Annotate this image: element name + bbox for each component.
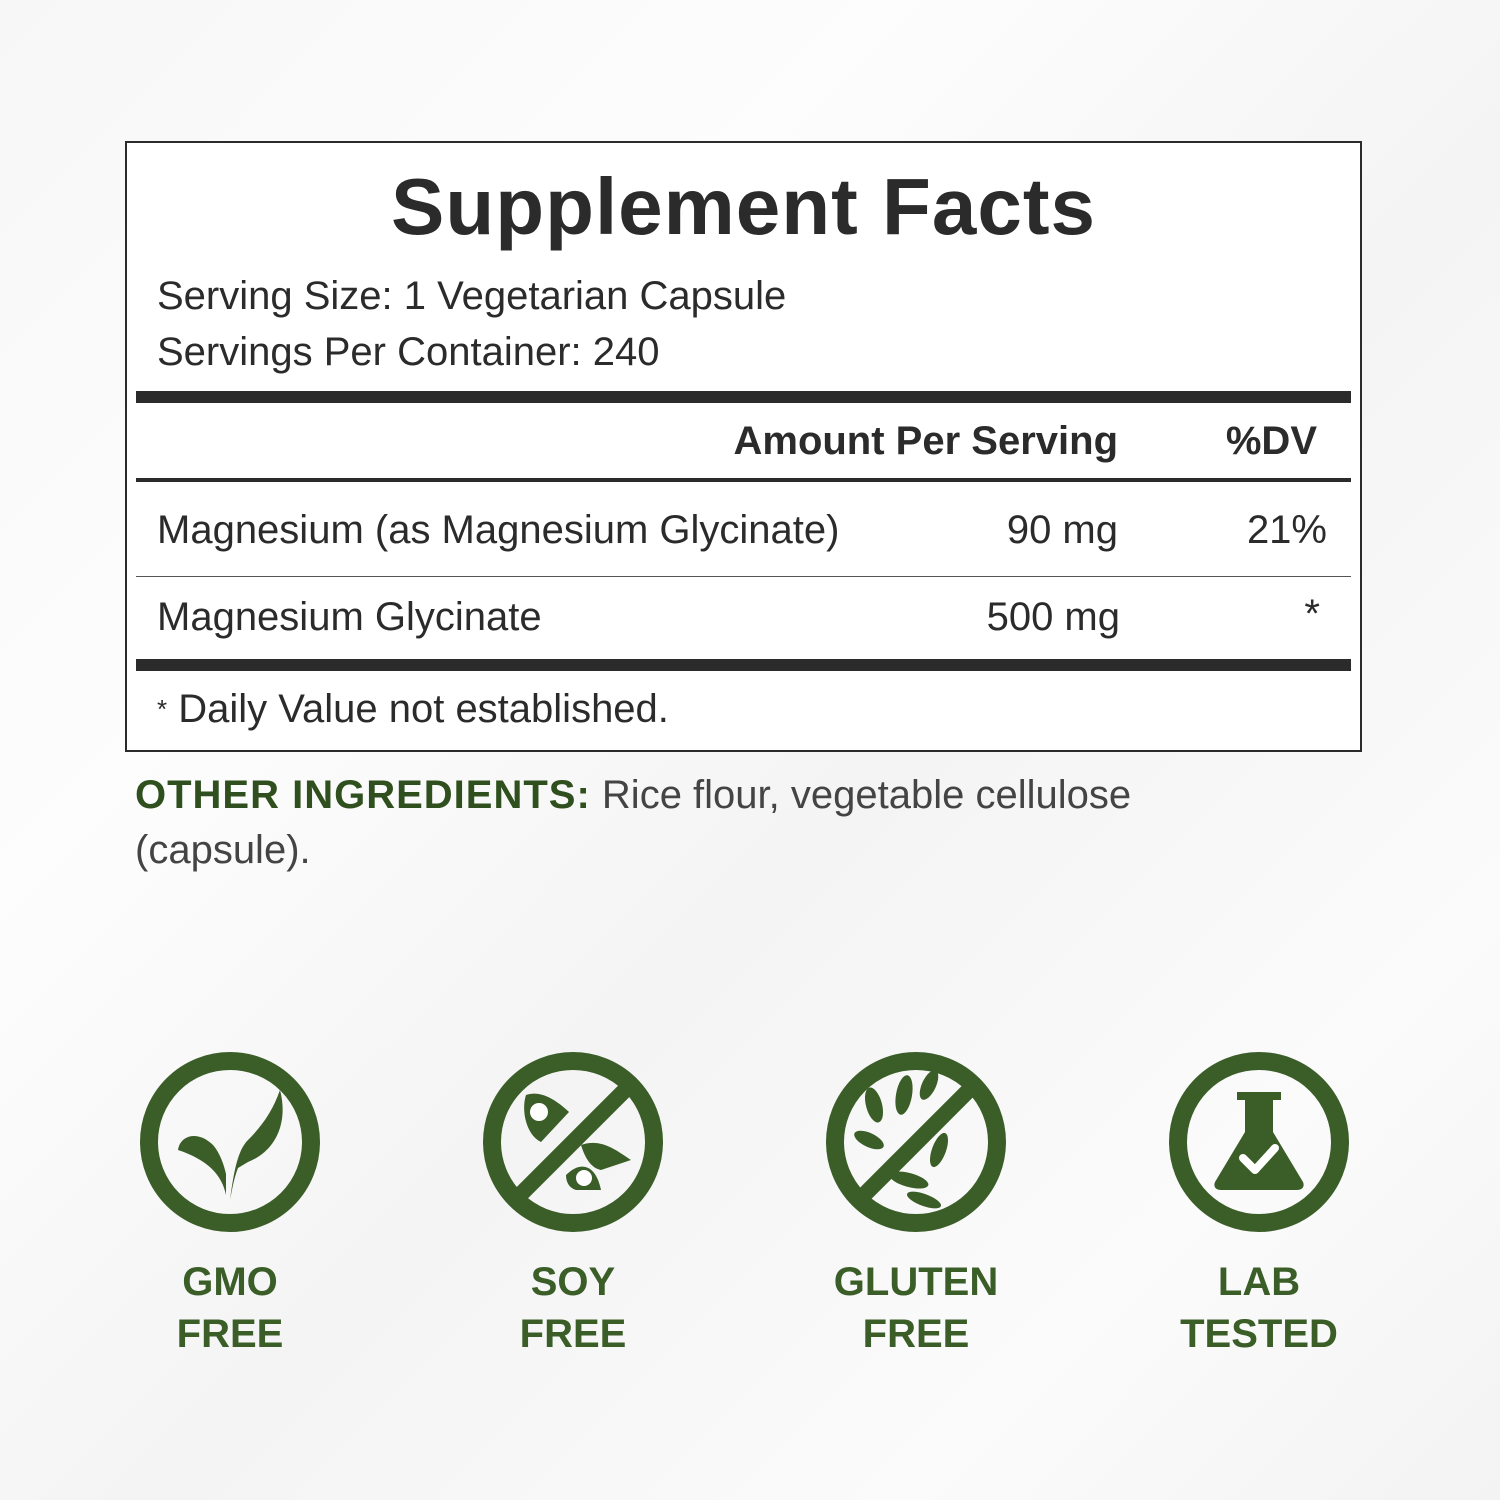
- badge-label: GMO: [182, 1260, 278, 1304]
- row-dv: *: [1304, 592, 1320, 636]
- header-amount: Amount Per Serving: [733, 419, 1118, 463]
- other-ingredients-label: OTHER INGREDIENTS:: [135, 773, 591, 817]
- row-name: Magnesium (as Magnesium Glycinate): [157, 508, 840, 552]
- servings-per-container: Servings Per Container: 240: [157, 330, 660, 374]
- row-amount: 90 mg: [1006, 508, 1118, 552]
- badge-gmo-free: GMO FREE: [110, 1050, 350, 1360]
- facts-title: Supplement Facts: [390, 162, 1097, 251]
- row-name: Magnesium Glycinate: [157, 595, 542, 639]
- serving-size: Serving Size: 1 Vegetarian Capsule: [157, 274, 787, 318]
- badge-label: FREE: [519, 1312, 627, 1356]
- badge-gluten-free: GLUTEN FREE: [796, 1050, 1036, 1360]
- leaf-icon: [140, 1052, 320, 1232]
- divider-thin: [136, 576, 1351, 577]
- badge-label: FREE: [862, 1312, 970, 1356]
- other-ingredients-text: Rice flour, vegetable cellulose (capsule…: [135, 773, 1132, 872]
- badge-label: FREE: [176, 1312, 284, 1356]
- supplement-facts-panel: Supplement Facts Serving Size: 1 Vegetar…: [125, 141, 1362, 752]
- other-ingredients: OTHER INGREDIENTS: Rice flour, vegetable…: [135, 768, 1235, 878]
- divider-thick: [136, 391, 1351, 403]
- badge-soy-free: SOY FREE: [453, 1050, 693, 1360]
- badge-label: TESTED: [1180, 1312, 1338, 1356]
- badge-label: GLUTEN: [833, 1260, 999, 1304]
- row-amount: 500 mg: [986, 595, 1120, 639]
- no-wheat-icon: [826, 1052, 1006, 1232]
- badge-label: LAB: [1217, 1260, 1301, 1304]
- header-dv: %DV: [1225, 419, 1317, 463]
- footnote-mark: *: [157, 694, 168, 724]
- divider-thick: [136, 659, 1351, 671]
- badge-label: SOY: [530, 1260, 616, 1304]
- divider-medium: [136, 478, 1351, 482]
- row-dv: 21%: [1246, 508, 1327, 552]
- no-soy-icon: [483, 1052, 663, 1232]
- badge-lab-tested: LAB TESTED: [1139, 1050, 1379, 1360]
- footnote: Daily Value not established.: [178, 687, 669, 731]
- flask-check-icon: [1169, 1052, 1349, 1232]
